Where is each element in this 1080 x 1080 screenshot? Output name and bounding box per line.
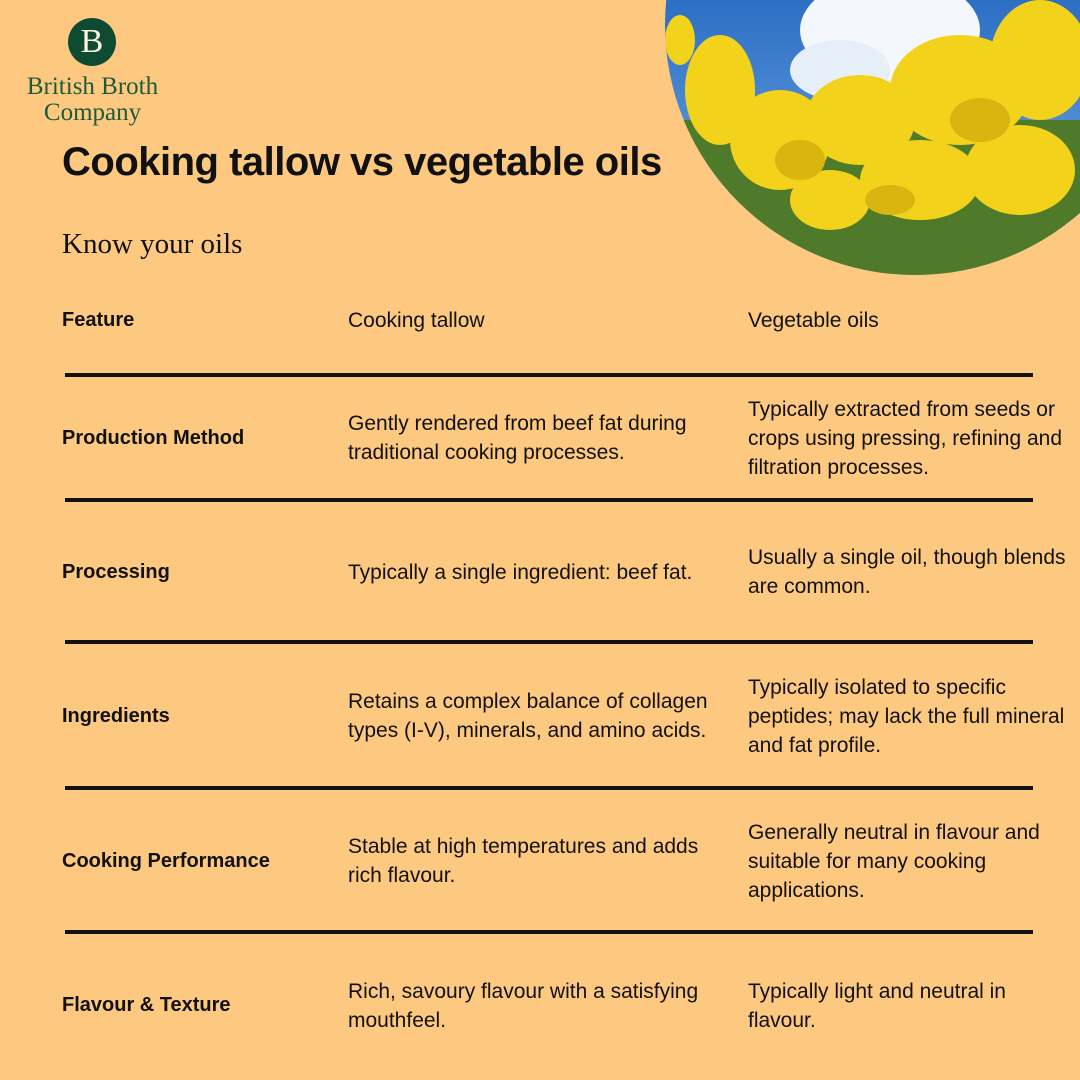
logo-mark: B	[68, 18, 116, 66]
table-cell: Rich, savoury flavour with a satisfying …	[348, 979, 699, 1032]
brand-name: British Broth	[26, 73, 159, 100]
row-divider	[65, 498, 1033, 502]
row-divider	[65, 930, 1033, 934]
table-cell: Retains a complex balance of collagen ty…	[348, 690, 708, 742]
table-cell: Typically isolated to specific peptides;…	[748, 675, 1065, 757]
table-cell: Gently rendered from beef fat during tra…	[348, 412, 687, 464]
subtitle: Know your oils	[62, 228, 243, 260]
feature-cell: Processing	[62, 560, 170, 583]
feature-cell: Cooking Performance	[62, 849, 270, 872]
row-divider	[65, 640, 1033, 644]
feature-cell: Flavour & Texture	[62, 994, 231, 1016]
table-cell: Vegetable oils	[748, 308, 879, 332]
row-divider	[65, 786, 1033, 790]
table-cell: Usually a single oil, though blends are …	[748, 546, 1066, 598]
feature-cell: Feature	[62, 308, 135, 331]
brand-name: Company	[43, 99, 142, 126]
table-cell: Stable at high temperatures and adds ric…	[348, 835, 699, 887]
row-divider	[65, 373, 1033, 377]
table-cell: Typically a single ingredient: beef fat.	[348, 560, 693, 584]
title: Cooking tallow vs vegetable oils	[62, 140, 662, 184]
table-cell: Cooking tallow	[348, 308, 485, 332]
header-photo	[665, 0, 1080, 275]
table-cell: Typically light and neutral in flavour.	[748, 979, 1006, 1032]
table-cell: Generally neutral in flavour and suitabl…	[748, 820, 1040, 902]
feature-cell: Ingredients	[62, 704, 170, 727]
table-cell: Typically extracted from seeds or crops …	[748, 397, 1063, 479]
feature-cell: Production Method	[62, 426, 245, 449]
